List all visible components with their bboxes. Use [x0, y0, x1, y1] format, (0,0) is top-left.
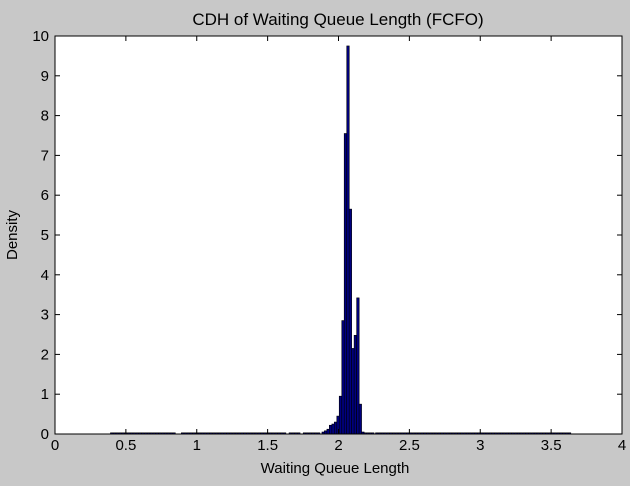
histogram-bar	[358, 403, 362, 435]
histogram-bar	[333, 421, 338, 435]
x-tick-label: 4	[618, 437, 626, 454]
histogram-bar	[343, 133, 347, 435]
x-tick-label: 0	[51, 437, 59, 454]
y-axis-label: Density	[4, 209, 21, 260]
histogram-bar	[353, 334, 357, 435]
x-tick-label: 3.5	[541, 437, 562, 454]
y-tick-label: 10	[32, 28, 49, 45]
histogram-bar	[351, 348, 355, 435]
y-tick-label: 3	[41, 307, 49, 324]
histogram-bar	[341, 320, 345, 435]
histogram-bar	[338, 395, 343, 435]
y-tick-label: 4	[41, 267, 49, 284]
plot-area	[55, 36, 622, 434]
chart-title: CDH of Waiting Queue Length (FCFO)	[192, 10, 483, 29]
x-axis-ticks: 0 0.5 1 1.5 2 2.5 3 3.5 4	[51, 36, 626, 454]
y-tick-label: 1	[41, 386, 49, 403]
x-tick-label: 0.5	[115, 437, 136, 454]
histogram-bar	[348, 208, 352, 435]
y-tick-label: 0	[41, 426, 49, 443]
x-tick-label: 1.5	[257, 437, 278, 454]
y-tick-label: 9	[41, 68, 49, 85]
y-tick-label: 7	[41, 147, 49, 164]
y-tick-label: 5	[41, 227, 49, 244]
histogram-bar	[329, 424, 333, 435]
y-tick-label: 2	[41, 346, 49, 363]
histogram-bar	[356, 297, 360, 435]
x-tick-label: 2	[334, 437, 342, 454]
x-tick-label: 2.5	[399, 437, 420, 454]
y-axis-ticks: 0 1 2 3 4 5 6 7 8 9 10	[32, 28, 622, 443]
histogram-bar	[346, 45, 350, 435]
histogram-bar	[331, 423, 335, 435]
histogram-bar	[326, 428, 330, 435]
y-tick-label: 6	[41, 187, 49, 204]
x-tick-label: 3	[476, 437, 484, 454]
y-tick-label: 8	[41, 108, 49, 125]
x-axis-label: Waiting Queue Length	[261, 460, 410, 477]
x-tick-label: 1	[193, 437, 201, 454]
